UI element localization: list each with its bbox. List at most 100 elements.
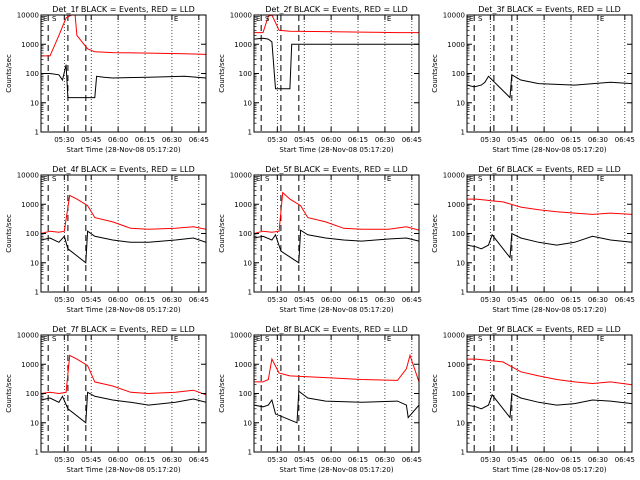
series-line-red	[41, 15, 206, 57]
annotation-label: E	[469, 15, 473, 23]
y-tick-label: 10000	[230, 332, 252, 340]
series-line-black	[467, 392, 632, 419]
y-tick-label: 1000	[21, 361, 39, 369]
panel-title: Det_3f BLACK = Events, RED = LLD	[478, 5, 621, 14]
x-tick-label: 06:15	[348, 296, 368, 304]
y-axis-label: Counts/sec	[431, 374, 439, 413]
x-tick-label: 06:00	[534, 456, 554, 464]
y-tick-label: 10000	[17, 332, 39, 340]
y-tick-label: 10000	[17, 172, 39, 180]
x-tick-label: 05:30	[54, 456, 74, 464]
annotation-label: E	[600, 15, 604, 23]
series-line-red	[254, 191, 419, 234]
y-tick-label: 10	[243, 419, 252, 427]
plot-frame	[40, 334, 207, 453]
series-line-black	[254, 390, 419, 424]
annotation-label: E	[256, 175, 260, 183]
x-tick-label: 05:45	[81, 136, 101, 144]
y-axis-label: Counts/sec	[5, 54, 13, 93]
annotation-label: S	[52, 335, 57, 343]
y-tick-label: 10000	[230, 12, 252, 20]
y-tick-label: 10000	[230, 172, 252, 180]
plot-frame	[466, 174, 633, 293]
x-tick-label: 06:15	[135, 136, 155, 144]
plot-frame	[253, 174, 420, 293]
annotation-label: S	[52, 175, 57, 183]
x-tick-label: 06:15	[561, 296, 581, 304]
plot-frame	[40, 14, 207, 133]
panel-title: Det_5f BLACK = Events, RED = LLD	[265, 165, 408, 174]
y-tick-label: 1000	[234, 201, 252, 209]
panel-title: Det_6f BLACK = Events, RED = LLD	[478, 165, 621, 174]
y-tick-label: 1000	[234, 361, 252, 369]
x-axis-label: Start Time (28-Nov-08 05:17:20)	[279, 306, 393, 314]
series-line-red	[254, 353, 419, 383]
x-tick-label: 06:30	[375, 456, 395, 464]
panel-8: Det_8f BLACK = Events, RED = LLD Counts/s…	[218, 325, 422, 474]
plot-frame	[466, 14, 633, 133]
y-tick-label: 10000	[443, 12, 465, 20]
y-tick-label: 1000	[447, 41, 465, 49]
y-tick-label: 1000	[447, 201, 465, 209]
y-axis-label: Counts/sec	[431, 214, 439, 253]
x-tick-label: 06:45	[615, 296, 635, 304]
panel-3: Det_3f BLACK = Events, RED = LLD Counts/s…	[431, 5, 635, 154]
series-line-black	[467, 73, 632, 99]
x-tick-label: 06:45	[402, 136, 422, 144]
y-axis-label: Counts/sec	[218, 54, 226, 93]
y-tick-label: 100	[26, 390, 39, 398]
plot-frame	[466, 334, 633, 453]
y-tick-label: 10	[456, 99, 465, 107]
annotation-label: E	[600, 175, 604, 183]
y-tick-label: 10	[30, 419, 39, 427]
annotation-label: S	[478, 15, 483, 23]
x-tick-label: 05:30	[267, 296, 287, 304]
series-line-red	[467, 198, 632, 215]
x-tick-label: 05:30	[480, 296, 500, 304]
y-tick-label: 1	[248, 289, 252, 297]
series-line-red	[254, 15, 419, 34]
annotation-label: E	[387, 175, 391, 183]
x-axis-label: Start Time (28-Nov-08 05:17:20)	[492, 466, 606, 474]
series-line-red	[41, 354, 206, 396]
plot-frame	[40, 174, 207, 293]
x-tick-label: 05:45	[294, 456, 314, 464]
y-axis-label: Counts/sec	[218, 214, 226, 253]
y-tick-label: 100	[452, 390, 465, 398]
panel-6: Det_6f BLACK = Events, RED = LLD Counts/s…	[431, 165, 635, 314]
annotation-label: E	[174, 335, 178, 343]
y-tick-label: 1	[35, 289, 39, 297]
x-tick-label: 05:45	[294, 296, 314, 304]
x-tick-label: 06:00	[108, 296, 128, 304]
y-tick-label: 1	[461, 289, 465, 297]
x-axis-label: Start Time (28-Nov-08 05:17:20)	[66, 146, 180, 154]
x-tick-label: 06:00	[534, 136, 554, 144]
x-tick-label: 06:15	[135, 456, 155, 464]
panel-1: Det_1f BLACK = Events, RED = LLD Counts/s…	[5, 5, 209, 154]
x-tick-label: 06:30	[162, 136, 182, 144]
x-axis-label: Start Time (28-Nov-08 05:17:20)	[66, 466, 180, 474]
x-tick-label: 05:30	[267, 456, 287, 464]
y-tick-label: 1	[461, 129, 465, 137]
x-tick-label: 05:30	[480, 136, 500, 144]
panel-5: Det_5f BLACK = Events, RED = LLD Counts/s…	[218, 165, 422, 314]
y-axis-label: Counts/sec	[431, 54, 439, 93]
x-tick-label: 06:45	[189, 456, 209, 464]
x-tick-label: 06:15	[561, 456, 581, 464]
annotation-label: S	[265, 175, 270, 183]
panel-title: Det_9f BLACK = Events, RED = LLD	[478, 325, 621, 334]
x-tick-label: 06:30	[162, 296, 182, 304]
series-line-black	[41, 64, 206, 99]
annotation-label: S	[265, 15, 270, 23]
y-tick-label: 10	[30, 259, 39, 267]
annotation-label: S	[478, 175, 483, 183]
y-tick-label: 100	[239, 230, 252, 238]
x-tick-label: 06:00	[321, 456, 341, 464]
annotation-label: E	[174, 15, 178, 23]
x-tick-label: 06:30	[375, 136, 395, 144]
x-tick-label: 05:45	[507, 296, 527, 304]
x-tick-label: 06:00	[108, 456, 128, 464]
y-tick-label: 100	[452, 70, 465, 78]
x-tick-label: 06:45	[189, 296, 209, 304]
annotation-label: E	[256, 335, 260, 343]
